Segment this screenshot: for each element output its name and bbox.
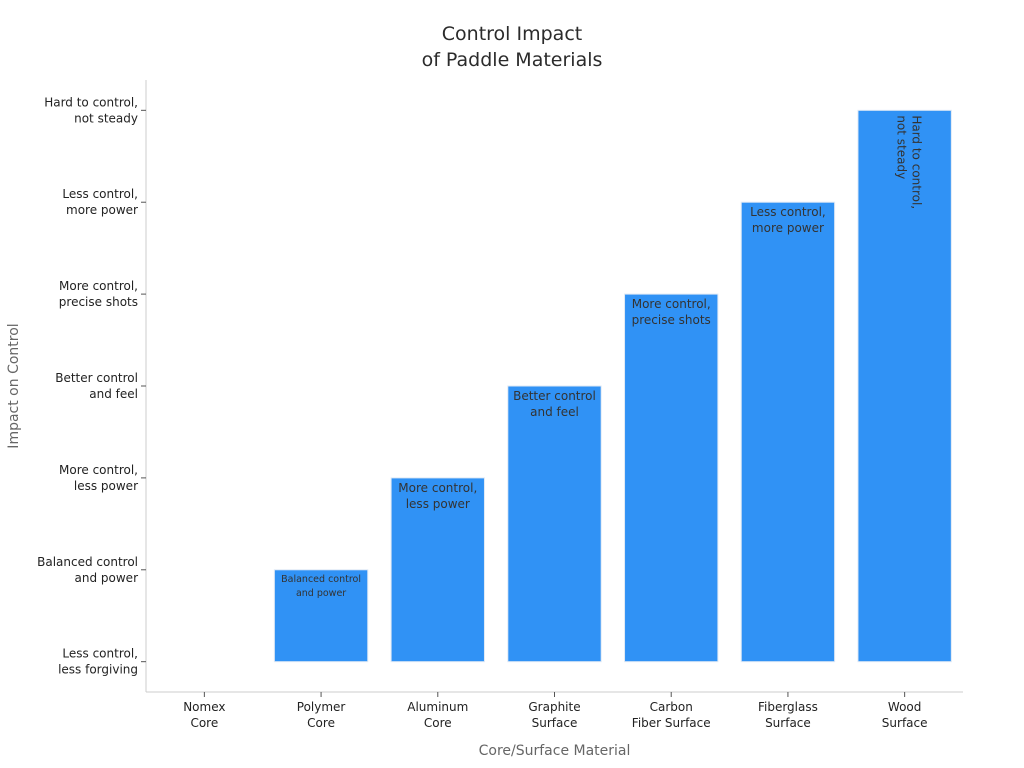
bar-label: Better control and feel	[513, 389, 596, 419]
y-tick-label: Less control, less forgiving	[58, 647, 138, 677]
y-tick-label: Less control, more power	[62, 187, 138, 217]
x-tick-label: Polymer Core	[297, 700, 346, 730]
bar	[273, 569, 369, 663]
y-tick-label: More control, precise shots	[59, 279, 138, 309]
x-tick-label: Fiberglass Surface	[758, 700, 818, 730]
x-tick-label: Carbon Fiber Surface	[632, 700, 711, 730]
y-tick-label: Balanced control and power	[37, 555, 138, 585]
y-tick-label: More control, less power	[59, 463, 138, 493]
bar-label: Hard to control,not steady	[895, 115, 924, 209]
bar-label: More control, precise shots	[632, 297, 711, 327]
x-tick-label: Aluminum Core	[407, 700, 468, 730]
bar	[624, 293, 719, 663]
y-tick-label: Better control and feel	[55, 371, 138, 401]
x-axis-label: Core/Surface Material	[479, 743, 631, 759]
bar	[390, 477, 485, 663]
bar-label: More control, less power	[398, 481, 477, 511]
x-tick-label: Graphite Surface	[528, 700, 580, 730]
y-axis-label: Impact on Control	[6, 323, 22, 448]
bar	[857, 109, 952, 663]
y-tick-label: Hard to control, not steady	[44, 95, 138, 125]
bar-label: Balanced control and power	[281, 574, 361, 599]
x-tick-label: Wood Surface	[882, 700, 928, 730]
bar	[507, 385, 602, 663]
chart-title: Control Impact of Paddle Materials	[422, 23, 603, 71]
bar-label: Less control, more power	[750, 205, 826, 235]
bar	[740, 201, 836, 663]
x-tick-label: Nomex Core	[183, 700, 225, 730]
